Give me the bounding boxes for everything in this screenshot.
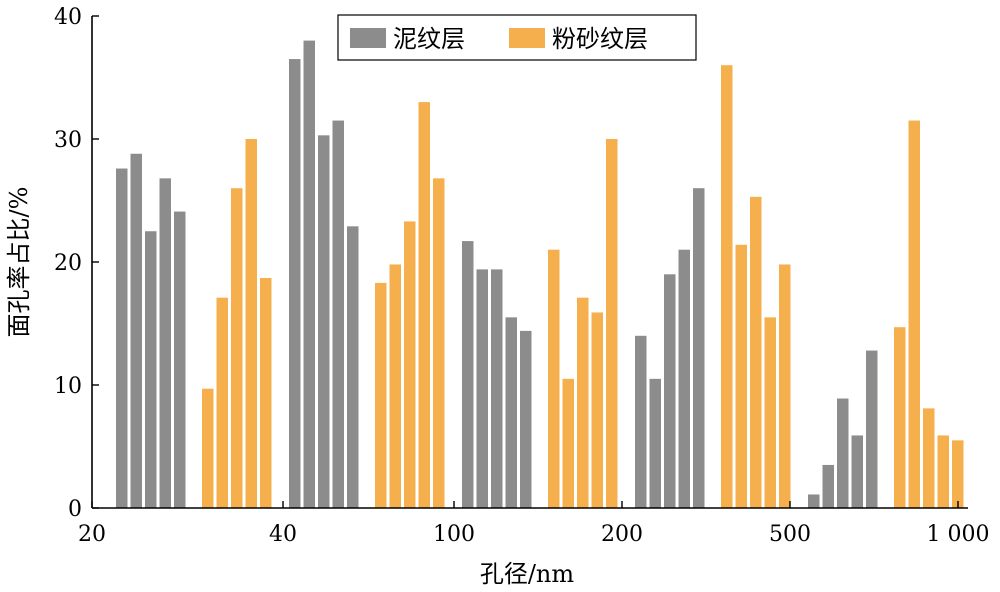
bar-siltstone-lamina: [764, 317, 776, 508]
bar-siltstone-lamina: [202, 388, 214, 508]
bar-mudstone-lamina: [664, 274, 676, 508]
x-tick-label: 40: [269, 522, 297, 547]
bar-siltstone-lamina: [606, 139, 618, 508]
bar-siltstone-lamina: [433, 178, 445, 509]
bar-siltstone-lamina: [418, 102, 430, 508]
bar-mudstone-lamina: [822, 464, 834, 508]
legend-swatch-siltstone: [509, 28, 545, 48]
legend-label-siltstone: 粉砂纹层: [552, 25, 648, 53]
bar-mudstone-lamina: [130, 153, 142, 508]
bar-siltstone-lamina: [216, 297, 228, 508]
bar-siltstone-lamina: [577, 297, 589, 508]
bar-siltstone-lamina: [779, 264, 791, 508]
bar-mudstone-lamina: [289, 59, 301, 509]
bar-siltstone-lamina: [721, 65, 733, 508]
bar-siltstone-lamina: [923, 408, 935, 508]
bar-mudstone-lamina: [174, 211, 186, 508]
bar-siltstone-lamina: [735, 244, 747, 508]
bar-mudstone-lamina: [649, 378, 661, 508]
y-tick-label: 40: [54, 5, 82, 30]
bar-mudstone-lamina: [520, 330, 532, 508]
bar-siltstone-lamina: [231, 188, 243, 508]
bar-mudstone-lamina: [635, 335, 647, 508]
bar-mudstone-lamina: [693, 188, 705, 508]
bar-mudstone-lamina: [491, 269, 503, 508]
bar-mudstone-lamina: [303, 40, 315, 508]
x-tick-label: 1 000: [927, 522, 990, 547]
y-axis-title: 面孔率占比/%: [5, 187, 33, 338]
bar-mudstone-lamina: [505, 317, 517, 508]
bar-siltstone-lamina: [894, 327, 906, 508]
legend-label-mudstone: 泥纹层: [393, 25, 465, 53]
bar-siltstone-lamina: [562, 378, 574, 508]
bar-mudstone-lamina: [145, 231, 157, 508]
bar-siltstone-lamina: [750, 196, 762, 508]
y-tick-label: 30: [54, 128, 82, 153]
x-tick-label: 500: [769, 522, 811, 547]
bar-mudstone-lamina: [116, 168, 128, 508]
bar-siltstone-lamina: [245, 139, 257, 508]
bar-mudstone-lamina: [347, 226, 359, 508]
bar-siltstone-lamina: [260, 277, 272, 508]
bar-mudstone-lamina: [159, 178, 171, 509]
bar-siltstone-lamina: [937, 435, 949, 508]
bar-siltstone-lamina: [952, 440, 964, 508]
bar-mudstone-lamina: [851, 435, 863, 508]
ticks-layer: 0 10 20 30 40 20 40 100 200 500 1 000: [54, 5, 989, 547]
y-tick-label: 20: [54, 251, 82, 276]
bar-siltstone-lamina: [908, 120, 920, 509]
x-tick-label: 20: [78, 522, 106, 547]
legend-swatch-mudstone: [350, 28, 386, 48]
bar-mudstone-lamina: [318, 135, 330, 508]
x-axis-title: 孔径/nm: [480, 560, 575, 588]
bar-mudstone-lamina: [476, 269, 488, 508]
y-tick-label: 10: [54, 374, 82, 399]
x-tick-label: 100: [433, 522, 475, 547]
bar-siltstone-lamina: [404, 221, 416, 508]
bar-siltstone-lamina: [375, 282, 387, 508]
legend: 泥纹层 粉砂纹层: [337, 14, 697, 61]
x-tick-label: 200: [601, 522, 643, 547]
bar-mudstone-lamina: [332, 120, 344, 509]
bar-siltstone-lamina: [591, 312, 603, 508]
bar-mudstone-lamina: [462, 241, 474, 508]
bars-layer: [116, 40, 964, 509]
bar-mudstone-lamina: [866, 350, 878, 508]
y-tick-label: 0: [68, 497, 82, 522]
bar-siltstone-lamina: [548, 249, 560, 508]
bar-mudstone-lamina: [837, 398, 849, 508]
bar-siltstone-lamina: [389, 264, 401, 508]
bar-mudstone-lamina: [678, 249, 690, 508]
bar-mudstone-lamina: [808, 494, 820, 508]
